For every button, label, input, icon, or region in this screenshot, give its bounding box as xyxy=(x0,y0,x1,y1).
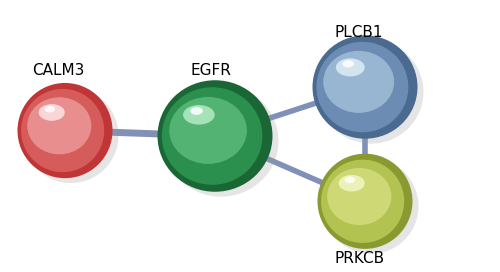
Ellipse shape xyxy=(327,168,392,225)
Ellipse shape xyxy=(336,58,364,76)
Ellipse shape xyxy=(324,159,418,254)
Text: CALM3: CALM3 xyxy=(32,63,85,78)
Ellipse shape xyxy=(342,60,354,67)
Ellipse shape xyxy=(183,105,214,125)
Ellipse shape xyxy=(318,40,424,144)
Ellipse shape xyxy=(344,177,355,183)
Text: EGFR: EGFR xyxy=(190,63,231,78)
Ellipse shape xyxy=(162,87,262,185)
Text: PLCB1: PLCB1 xyxy=(335,25,384,40)
Ellipse shape xyxy=(324,51,394,113)
Ellipse shape xyxy=(316,42,408,132)
Ellipse shape xyxy=(27,97,92,154)
Ellipse shape xyxy=(18,83,112,178)
Ellipse shape xyxy=(190,107,203,115)
Ellipse shape xyxy=(318,154,412,249)
Ellipse shape xyxy=(158,80,272,192)
Ellipse shape xyxy=(338,175,365,191)
Text: PRKCB: PRKCB xyxy=(335,251,385,266)
Ellipse shape xyxy=(164,85,278,197)
Ellipse shape xyxy=(21,89,104,172)
Ellipse shape xyxy=(24,88,118,183)
Ellipse shape xyxy=(321,160,404,243)
Ellipse shape xyxy=(312,35,418,139)
Ellipse shape xyxy=(170,97,247,164)
Ellipse shape xyxy=(38,104,65,121)
Ellipse shape xyxy=(44,106,55,113)
